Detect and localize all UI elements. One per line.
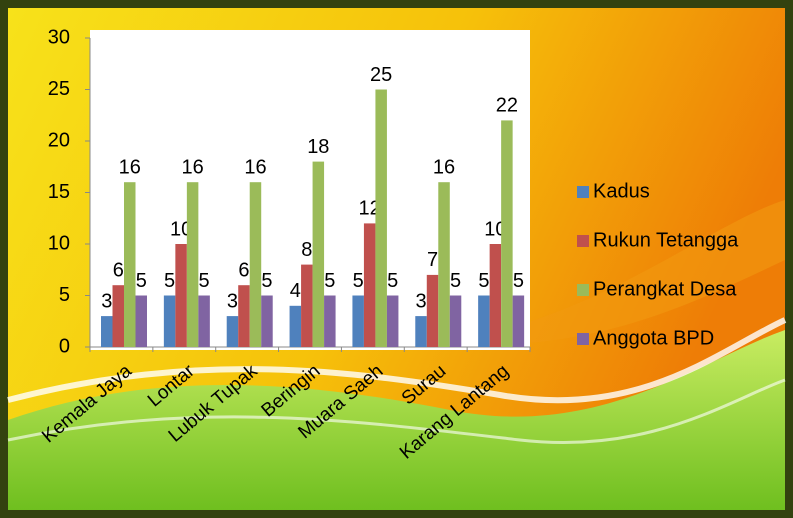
data-label: 3 (227, 290, 238, 312)
legend-label: Rukun Tetangga (593, 229, 739, 251)
legend-label: Anggota BPD (593, 327, 714, 349)
data-label: 5 (478, 270, 489, 292)
legend-swatch (577, 333, 589, 345)
data-label: 4 (290, 280, 301, 302)
y-tick-label: 10 (48, 232, 70, 254)
data-label: 5 (513, 270, 524, 292)
bar (226, 316, 239, 347)
bar (101, 316, 113, 347)
bar (198, 295, 210, 347)
bar (386, 295, 399, 347)
bar (352, 295, 364, 347)
orange-wave (500, 200, 785, 345)
data-label: 25 (370, 64, 392, 86)
bar (124, 182, 136, 347)
bar (249, 182, 262, 347)
bar (438, 182, 450, 347)
bar (363, 223, 376, 347)
data-label: 10 (484, 218, 506, 240)
bar (449, 295, 462, 347)
bar (112, 285, 124, 347)
bar (489, 244, 502, 347)
data-label: 5 (450, 270, 461, 292)
bar (501, 120, 513, 348)
legend-swatch (577, 284, 589, 296)
wave-line (7, 378, 786, 445)
data-label: 10 (170, 218, 192, 240)
legend-label: Kadus (593, 180, 650, 202)
legend-swatch (577, 235, 589, 247)
data-label: 5 (261, 270, 272, 292)
data-label: 5 (199, 270, 210, 292)
y-tick-label: 25 (48, 78, 70, 100)
data-label: 5 (324, 270, 335, 292)
data-label: 5 (387, 270, 398, 292)
data-label: 8 (301, 239, 312, 261)
bar (289, 305, 302, 347)
bar (261, 295, 273, 347)
y-tick-label: 5 (59, 284, 70, 306)
bar (301, 264, 313, 347)
y-tick-label: 0 (59, 335, 70, 357)
bar (175, 244, 187, 347)
bar (324, 295, 336, 347)
wave-line (7, 317, 787, 404)
bar (163, 295, 176, 347)
bar (312, 161, 325, 347)
data-label: 6 (238, 259, 249, 281)
data-label: 7 (427, 249, 438, 271)
data-label: 16 (119, 156, 141, 178)
bar (375, 89, 387, 347)
data-label: 16 (181, 156, 203, 178)
y-tick-label: 20 (48, 129, 70, 151)
y-tick-label: 15 (48, 181, 70, 203)
data-label: 12 (359, 198, 381, 220)
data-label: 16 (244, 156, 266, 178)
data-label: 3 (415, 290, 426, 312)
bar (186, 182, 199, 347)
bar (426, 274, 439, 347)
y-tick-label: 30 (48, 26, 70, 48)
data-label: 5 (164, 270, 175, 292)
data-label: 22 (496, 95, 518, 117)
data-label: 18 (307, 136, 329, 158)
data-label: 16 (433, 156, 455, 178)
bar (512, 295, 525, 347)
legend-swatch (577, 186, 589, 198)
bar (238, 285, 250, 347)
bar (135, 295, 147, 347)
data-label: 5 (136, 270, 147, 292)
bar (415, 316, 427, 347)
green-wave (8, 330, 785, 510)
data-label: 3 (101, 290, 112, 312)
legend-label: Perangkat Desa (593, 278, 737, 300)
data-label: 5 (353, 270, 364, 292)
data-label: 6 (113, 259, 124, 281)
bar (478, 295, 490, 347)
